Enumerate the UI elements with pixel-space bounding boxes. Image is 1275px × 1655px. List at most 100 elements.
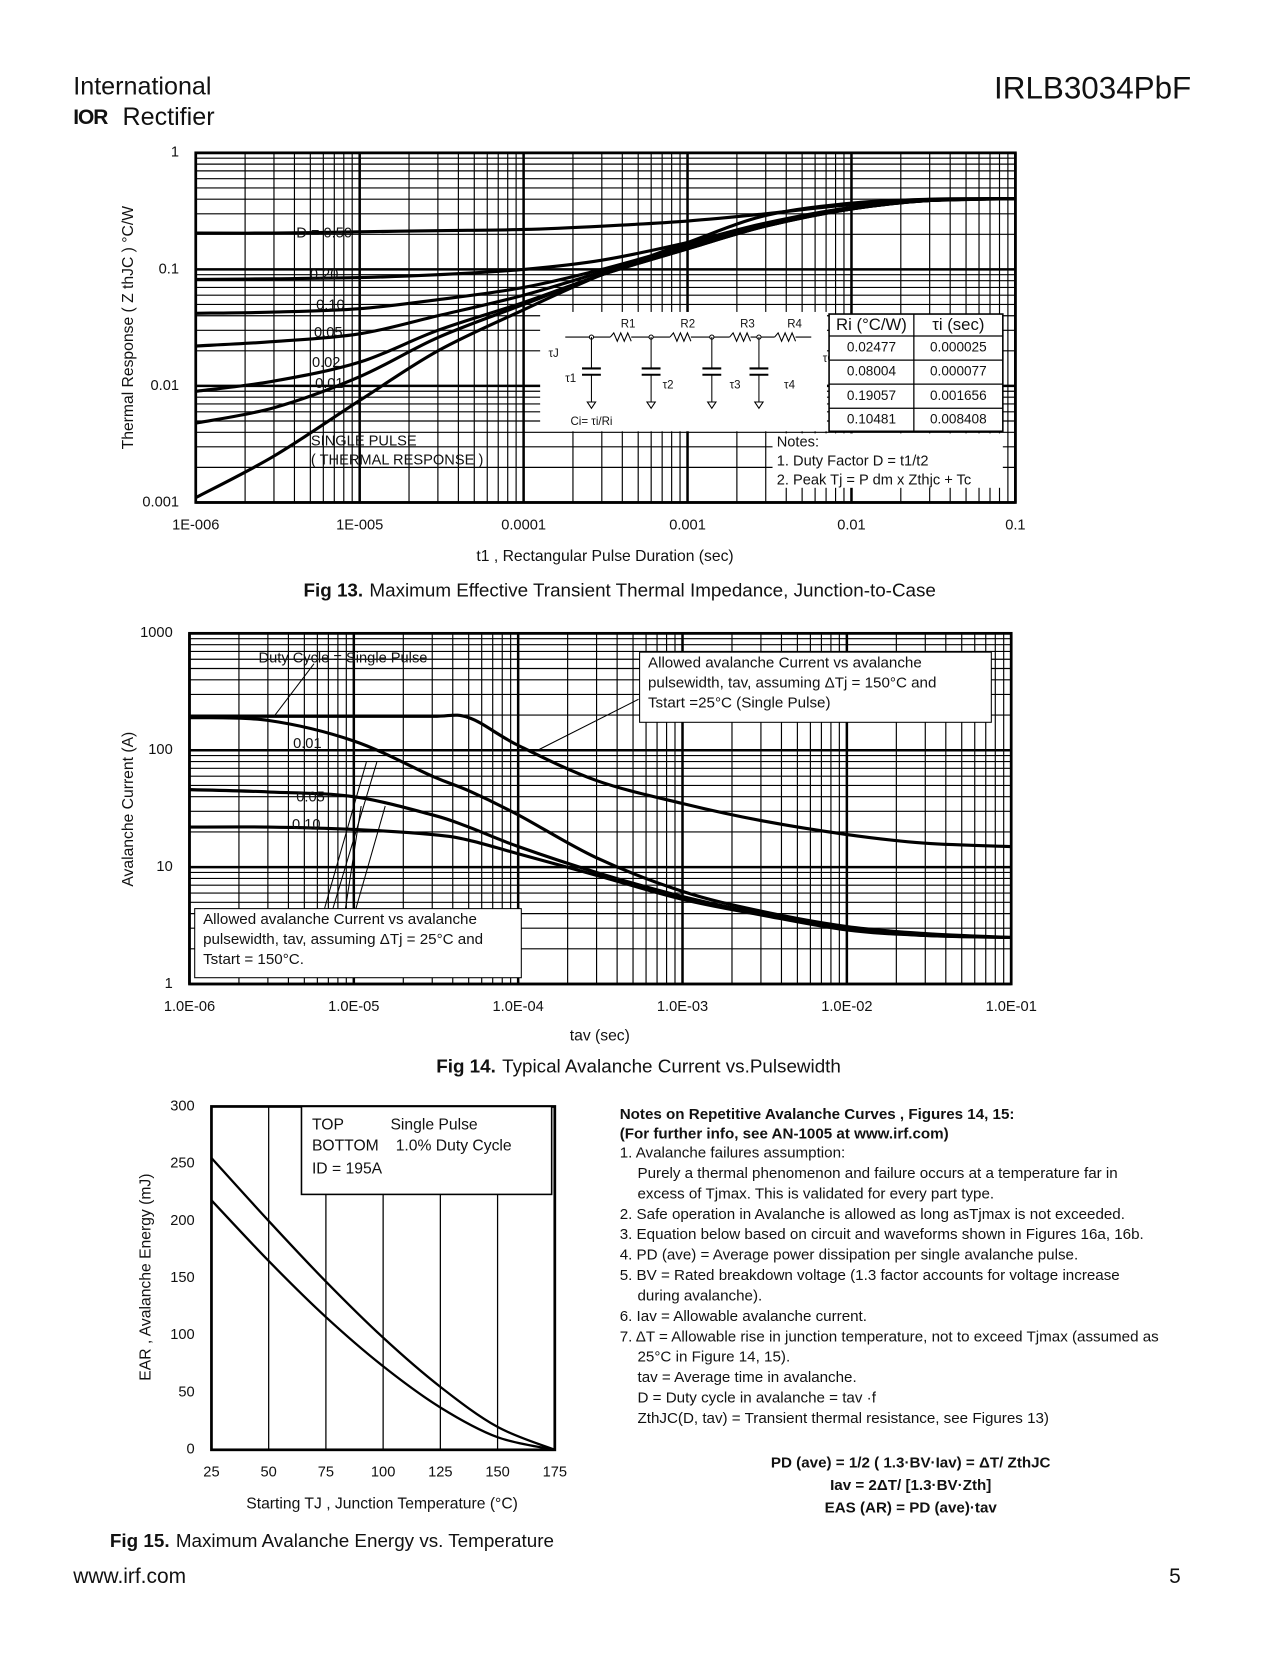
chart-note: 2. Peak Tj = P dm x Zthjc + Tc <box>777 472 971 488</box>
notes-line: 1. Avalanche failures assumption: <box>620 1145 846 1162</box>
figure-title: Typical Avalanche Current vs.Pulsewidth <box>502 1056 841 1077</box>
circuit-label: τ3 <box>730 379 741 391</box>
curve <box>189 713 1012 849</box>
notes-title: Notes on Repetitive Avalanche Curves , F… <box>620 1106 1015 1123</box>
notes-line: excess of Tjmax. This is validated for e… <box>638 1185 995 1202</box>
y-axis-label: Thermal Response ( Z thJC ) °C/W <box>120 206 137 450</box>
equation: EAS (AR) = PD (ave)·tav <box>825 1499 998 1516</box>
y-tick-label: 0.01 <box>151 378 180 394</box>
y-tick-label: 0.1 <box>159 261 179 277</box>
part-number: IRLB3034PbF <box>994 70 1191 105</box>
curve <box>210 1199 556 1451</box>
notes-line: during avalanche). <box>638 1287 763 1304</box>
table-cell: 0.19057 <box>847 388 896 403</box>
notes-line: D = Duty cycle in avalanche = tav ·f <box>638 1390 877 1407</box>
notes-line: tav = Average time in avalanche. <box>638 1369 857 1386</box>
annotation: Allowed avalanche Current vs avalanche <box>648 655 922 672</box>
circuit-label: τ1 <box>565 373 576 385</box>
resistor-bg <box>729 330 751 344</box>
x-tick-label: 1E-006 <box>172 517 219 533</box>
leader-line <box>332 761 378 909</box>
circuit-label: R3 <box>740 319 755 331</box>
table-cell: 0.10481 <box>847 411 896 426</box>
leader-line <box>324 761 367 909</box>
notes-line: Purely a thermal phenomenon and failure … <box>638 1165 1118 1182</box>
leader-line <box>538 698 639 750</box>
resistor-bg <box>610 330 632 344</box>
equation: Iav = 2ΔT/ [1.3·BV·Zth] <box>830 1477 991 1494</box>
logo-top: International <box>73 73 211 101</box>
x-tick-label: 75 <box>318 1465 334 1481</box>
curve-label: 0.02 <box>312 355 341 371</box>
table-header: τi (sec) <box>932 315 984 334</box>
curve-label: SINGLE PULSE <box>311 434 417 450</box>
x-tick-label: 1.0E-06 <box>164 999 215 1015</box>
annotation: Tstart =25°C (Single Pulse) <box>648 694 831 711</box>
resistor <box>774 331 797 343</box>
plot-frame <box>194 151 1017 504</box>
figure-number: Fig 14. <box>436 1056 496 1077</box>
page-number: 5 <box>1169 1565 1181 1588</box>
x-tick-label: 1E-005 <box>336 517 383 533</box>
y-tick-label: 100 <box>170 1327 194 1343</box>
y-axis-label: Avalanche Current (A) <box>120 732 137 887</box>
figure-caption: Fig 13. Maximum Effective Transient Therm… <box>304 579 936 600</box>
y-tick-label: 200 <box>170 1213 194 1229</box>
figure-caption: Fig 15. Maximum Avalanche Energy vs. Temp… <box>110 1530 554 1551</box>
notes-title: (For further info, see AN-1005 at www.ir… <box>620 1126 949 1143</box>
legend-key: TOP <box>312 1116 344 1133</box>
table-cell: 0.08004 <box>847 364 897 379</box>
y-tick-label: 100 <box>148 742 172 758</box>
circuit-label: R2 <box>680 319 695 331</box>
curve-label: D = 0.50 <box>296 225 352 241</box>
resistor-bg <box>774 330 796 344</box>
leader-line <box>273 663 315 717</box>
figure-number: Fig 13. <box>304 579 364 600</box>
notes-line: ZthJC(D, tav) = Transient thermal resist… <box>638 1410 1049 1427</box>
x-axis-label: tav (sec) <box>570 1027 630 1044</box>
curve-label: 0.05 <box>314 325 343 341</box>
curve-label: 0.05 <box>296 790 325 806</box>
circuit-label: τ2 <box>663 379 674 391</box>
resistor <box>669 331 692 343</box>
curve-label: Duty Cycle = Single Pulse <box>259 650 428 666</box>
chart-note: 1. Duty Factor D = t1/t2 <box>777 454 929 470</box>
annotation: Allowed avalanche Current vs avalanche <box>203 911 477 928</box>
circuit-label: Ci= τi/Ri <box>571 416 613 428</box>
logo-mark: IOR <box>73 106 108 129</box>
curve-label: 0.01 <box>293 736 322 752</box>
notes-line: 6. Iav = Allowable avalanche current. <box>620 1308 867 1325</box>
x-tick-label: 1.0E-01 <box>986 999 1037 1015</box>
y-tick-label: 1 <box>171 145 179 161</box>
x-tick-label: 0.001 <box>669 517 706 533</box>
legend-box <box>300 1105 553 1196</box>
notes-box <box>772 433 1003 488</box>
curve-label: 0.01 <box>315 376 344 392</box>
y-tick-label: 250 <box>170 1156 194 1172</box>
circuit-label: τJ <box>549 348 559 360</box>
y-tick-label: 150 <box>170 1270 194 1286</box>
legend-entry: Single Pulse <box>390 1116 477 1133</box>
x-axis-label: t1 , Rectangular Pulse Duration (sec) <box>476 548 733 565</box>
ground <box>586 401 597 410</box>
annotation: ( THERMAL RESPONSE ) <box>311 452 483 468</box>
y-tick-label: 1000 <box>140 625 173 641</box>
x-tick-label: 25 <box>203 1465 219 1481</box>
annotation-box <box>194 908 522 979</box>
x-tick-label: 0.1 <box>1005 517 1025 533</box>
y-tick-label: 10 <box>156 859 172 875</box>
figure-title: Maximum Effective Transient Thermal Impe… <box>369 579 935 600</box>
leader-line <box>355 805 386 909</box>
table-cell: 0.000077 <box>930 364 987 379</box>
table-cell: 0.02477 <box>847 340 896 355</box>
table-cell: 0.001656 <box>930 388 987 403</box>
x-tick-label: 1.0E-04 <box>493 999 544 1015</box>
y-tick-label: 1 <box>165 976 173 992</box>
inset-table <box>828 313 1004 433</box>
table-cell: 0.000025 <box>930 340 987 355</box>
annotation: pulsewidth, tav, assuming ΔTj = 150°C an… <box>648 675 936 692</box>
curve <box>189 716 1012 940</box>
curve-label: 0.20 <box>310 267 339 283</box>
